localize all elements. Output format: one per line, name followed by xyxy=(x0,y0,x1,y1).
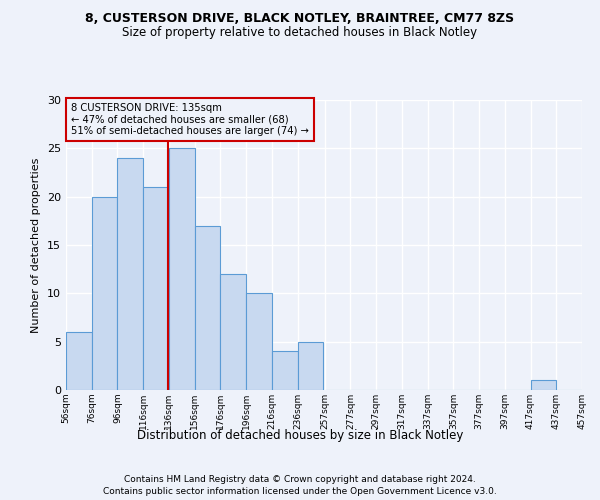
Text: Size of property relative to detached houses in Black Notley: Size of property relative to detached ho… xyxy=(122,26,478,39)
Text: Distribution of detached houses by size in Black Notley: Distribution of detached houses by size … xyxy=(137,428,463,442)
Bar xyxy=(246,294,272,390)
Bar xyxy=(298,342,323,390)
Bar xyxy=(272,352,298,390)
Bar xyxy=(143,187,169,390)
Bar xyxy=(118,158,143,390)
Bar xyxy=(530,380,556,390)
Text: Contains public sector information licensed under the Open Government Licence v3: Contains public sector information licen… xyxy=(103,488,497,496)
Text: Contains HM Land Registry data © Crown copyright and database right 2024.: Contains HM Land Registry data © Crown c… xyxy=(124,475,476,484)
Bar xyxy=(220,274,246,390)
Bar xyxy=(194,226,220,390)
Bar xyxy=(66,332,92,390)
Text: 8 CUSTERSON DRIVE: 135sqm
← 47% of detached houses are smaller (68)
51% of semi-: 8 CUSTERSON DRIVE: 135sqm ← 47% of detac… xyxy=(71,103,309,136)
Y-axis label: Number of detached properties: Number of detached properties xyxy=(31,158,41,332)
Bar xyxy=(92,196,118,390)
Text: 8, CUSTERSON DRIVE, BLACK NOTLEY, BRAINTREE, CM77 8ZS: 8, CUSTERSON DRIVE, BLACK NOTLEY, BRAINT… xyxy=(85,12,515,26)
Bar xyxy=(169,148,194,390)
